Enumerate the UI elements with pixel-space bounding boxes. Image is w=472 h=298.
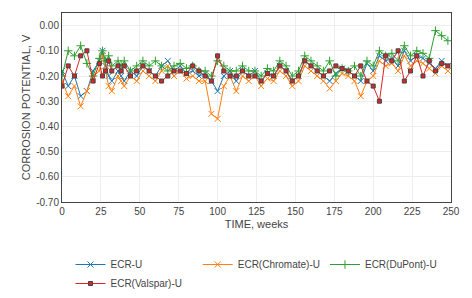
- svg-text:ECR(Chromate)-U: ECR(Chromate)-U: [238, 259, 320, 270]
- svg-text:-0.50: -0.50: [36, 146, 59, 157]
- svg-text:ECR(Valspar)-U: ECR(Valspar)-U: [111, 278, 183, 289]
- svg-text:250: 250: [443, 206, 460, 217]
- svg-text:ECR-U: ECR-U: [111, 259, 143, 270]
- svg-text:175: 175: [326, 206, 343, 217]
- svg-text:-0.20: -0.20: [36, 71, 59, 82]
- svg-text:-0.60: -0.60: [36, 171, 59, 182]
- svg-text:25: 25: [95, 206, 107, 217]
- svg-text:225: 225: [404, 206, 421, 217]
- svg-text:-0.10: -0.10: [36, 45, 59, 56]
- svg-text:125: 125: [248, 206, 265, 217]
- svg-text:0: 0: [59, 206, 65, 217]
- svg-text:-0.40: -0.40: [36, 121, 59, 132]
- svg-text:50: 50: [134, 206, 146, 217]
- svg-text:-0.30: -0.30: [36, 96, 59, 107]
- svg-text:-0.70: -0.70: [36, 197, 59, 208]
- svg-text:ECR(DuPont)-U: ECR(DuPont)-U: [365, 259, 437, 270]
- svg-text:CORROSION POTENTIAL, V: CORROSION POTENTIAL, V: [20, 34, 32, 180]
- svg-text:100: 100: [209, 206, 226, 217]
- svg-text:75: 75: [173, 206, 185, 217]
- svg-text:150: 150: [287, 206, 304, 217]
- svg-text:0.00: 0.00: [40, 20, 60, 31]
- svg-text:TIME, weeks: TIME, weeks: [225, 218, 289, 230]
- svg-text:200: 200: [365, 206, 382, 217]
